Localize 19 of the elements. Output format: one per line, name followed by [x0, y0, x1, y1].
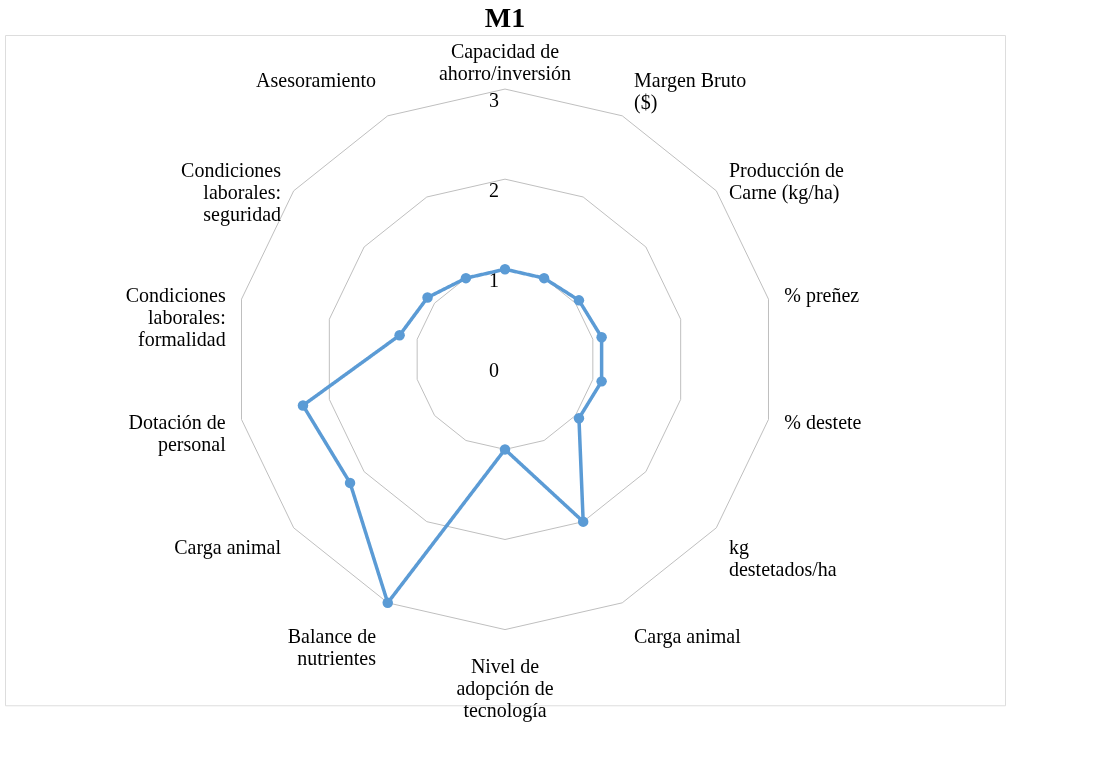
- spoke-label: Carga animal: [633, 625, 742, 649]
- y-tick-label: 2: [489, 179, 499, 202]
- spoke-label: Condiciones laborales: seguridad: [181, 158, 282, 226]
- spoke-label: % destete: [784, 411, 862, 434]
- spoke-label: Balance de nutrientes: [287, 625, 377, 670]
- spoke-label: Condiciones laborales: formalidad: [125, 283, 226, 350]
- spoke-label: % preñez: [784, 283, 860, 307]
- y-tick-label: 0: [489, 359, 499, 382]
- spoke-label: kg destetados/ha: [728, 535, 837, 580]
- spoke-label: Margen Bruto ($): [633, 69, 747, 115]
- y-tick-label: 3: [489, 89, 499, 112]
- spoke-label: Nivel de adopción de tecnología: [456, 654, 554, 722]
- spoke-label: Carga animal: [174, 535, 282, 559]
- spoke-label: Asesoramiento: [256, 69, 377, 92]
- chart-title: M1: [484, 2, 526, 33]
- spoke-label: Producción de Carne (kg/ha): [728, 158, 844, 204]
- y-tick-label: 1: [489, 269, 499, 292]
- spoke-label: Capacidad de ahorro/inversión: [438, 40, 572, 85]
- spoke-label: Dotación de personal: [128, 411, 227, 457]
